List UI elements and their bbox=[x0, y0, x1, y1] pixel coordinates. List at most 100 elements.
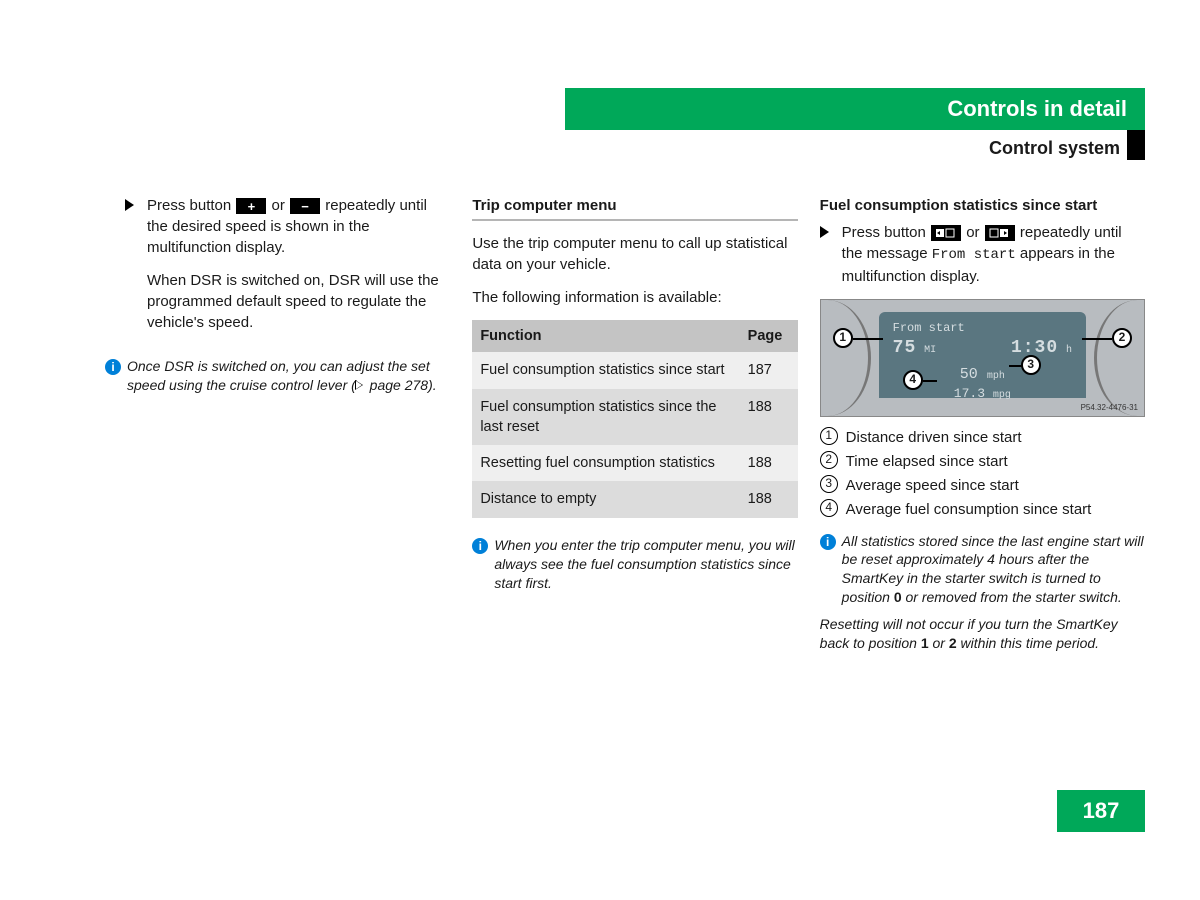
value: 50 bbox=[960, 366, 978, 383]
legend-item: 3 Average speed since start bbox=[820, 475, 1145, 496]
section-heading: Trip computer menu bbox=[472, 195, 797, 216]
table-header: Page bbox=[740, 320, 798, 352]
step-text: Press button + or − repeatedly until the… bbox=[147, 195, 450, 345]
table-row: Fuel consumption statistics since start1… bbox=[472, 352, 797, 388]
info-icon: i bbox=[105, 359, 121, 375]
step-bullet bbox=[125, 195, 147, 345]
content-columns: Press button + or − repeatedly until the… bbox=[125, 195, 1145, 667]
unit: MI bbox=[924, 345, 936, 356]
display-message: From start bbox=[932, 247, 1016, 263]
info-text: Resetting will not occur if you turn the… bbox=[820, 615, 1145, 653]
table-cell: Fuel consumption statistics since start bbox=[472, 352, 739, 388]
column-3: Fuel consumption statistics since start … bbox=[820, 195, 1145, 667]
paragraph: When DSR is switched on, DSR will use th… bbox=[147, 270, 450, 333]
callout-line bbox=[1082, 338, 1112, 340]
instruction-step: Press button + or − repeatedly until the… bbox=[125, 195, 450, 345]
callout-2: 2 bbox=[1112, 328, 1132, 348]
section-heading: Fuel consumption statistics since start bbox=[820, 195, 1145, 216]
gauge-arc-left bbox=[791, 300, 871, 416]
plus-button-icon: + bbox=[236, 198, 266, 214]
column-1: Press button + or − repeatedly until the… bbox=[125, 195, 450, 667]
heading-rule bbox=[472, 219, 797, 221]
info-text: Once DSR is switched on, you can adjust … bbox=[127, 357, 450, 395]
info-note: i When you enter the trip computer menu,… bbox=[472, 536, 797, 593]
column-2: Trip computer menu Use the trip computer… bbox=[472, 195, 797, 667]
unit: h bbox=[1066, 345, 1072, 356]
next-screen-icon bbox=[985, 225, 1015, 241]
value: 17.3 bbox=[954, 386, 985, 401]
info-note: i All statistics stored since the last e… bbox=[820, 532, 1145, 608]
callout-1: 1 bbox=[833, 328, 853, 348]
info-text: All statistics stored since the last eng… bbox=[842, 532, 1145, 608]
text-fragment: or bbox=[267, 197, 289, 214]
gauge-arc-right bbox=[1094, 300, 1174, 416]
info-text: When you enter the trip computer menu, y… bbox=[494, 536, 797, 593]
table-cell: 188 bbox=[740, 481, 798, 517]
display-label: From start bbox=[893, 320, 1072, 337]
figure-legend: 1 Distance driven since start 2 Time elaps… bbox=[820, 427, 1145, 520]
page-number-text: 187 bbox=[1083, 798, 1120, 824]
table-cell: 187 bbox=[740, 352, 798, 388]
legend-text: Time elapsed since start bbox=[846, 451, 1008, 472]
info-note-continued: Resetting will not occur if you turn the… bbox=[820, 615, 1145, 653]
callout-line bbox=[1009, 365, 1023, 367]
callout-3: 3 bbox=[1021, 355, 1041, 375]
legend-item: 2 Time elapsed since start bbox=[820, 451, 1145, 472]
legend-item: 1 Distance driven since start bbox=[820, 427, 1145, 448]
page-ref-icon bbox=[356, 380, 364, 390]
legend-number: 4 bbox=[820, 499, 838, 517]
image-reference: P54.32-4476-31 bbox=[1081, 402, 1138, 413]
chapter-header: Controls in detail bbox=[565, 88, 1145, 130]
multifunction-display-figure: From start 75 MI 1:30 h 50 mph 17.3 mpg … bbox=[820, 299, 1145, 417]
step-text: Press button or repeatedly until the mes… bbox=[842, 222, 1145, 287]
table-cell: 188 bbox=[740, 389, 798, 446]
table-cell: Resetting fuel consumption statistics bbox=[472, 445, 739, 481]
callout-4: 4 bbox=[903, 370, 923, 390]
page-number: 187 bbox=[1057, 790, 1145, 832]
section-title: Control system bbox=[989, 138, 1120, 159]
text-fragment: page 278). bbox=[366, 377, 437, 393]
legend-item: 4 Average fuel consumption since start bbox=[820, 499, 1145, 520]
legend-text: Distance driven since start bbox=[846, 427, 1022, 448]
legend-text: Average fuel consumption since start bbox=[846, 499, 1092, 520]
minus-button-icon: − bbox=[290, 198, 320, 214]
table-cell: Fuel consumption statistics since the la… bbox=[472, 389, 739, 446]
table-cell: Distance to empty bbox=[472, 481, 739, 517]
text-fragment: within this time period. bbox=[957, 635, 1099, 651]
text-fragment: or bbox=[962, 224, 984, 241]
table-row: Fuel consumption statistics since the la… bbox=[472, 389, 797, 446]
text-fragment: or removed from the starter switch. bbox=[902, 589, 1122, 605]
text-fragment: Press button bbox=[842, 224, 930, 241]
bold-text: 0 bbox=[894, 589, 902, 605]
legend-number: 1 bbox=[820, 427, 838, 445]
info-icon: i bbox=[472, 538, 488, 554]
chapter-title: Controls in detail bbox=[947, 96, 1127, 122]
display-time: 1:30 h bbox=[1011, 336, 1072, 361]
display-distance: 75 MI bbox=[893, 336, 936, 361]
step-bullet bbox=[820, 222, 842, 287]
prev-screen-icon bbox=[931, 225, 961, 241]
paragraph: Use the trip computer menu to call up st… bbox=[472, 233, 797, 275]
table-cell: 188 bbox=[740, 445, 798, 481]
text-fragment: Press button bbox=[147, 197, 235, 214]
unit: mph bbox=[987, 371, 1005, 382]
table-header: Function bbox=[472, 320, 739, 352]
legend-text: Average speed since start bbox=[846, 475, 1019, 496]
legend-number: 2 bbox=[820, 451, 838, 469]
info-icon: i bbox=[820, 534, 836, 550]
callout-line bbox=[923, 380, 937, 382]
table-header-row: Function Page bbox=[472, 320, 797, 352]
instruction-step: Press button or repeatedly until the mes… bbox=[820, 222, 1145, 287]
unit: mpg bbox=[993, 390, 1011, 401]
callout-line bbox=[853, 338, 883, 340]
page-edge-tab bbox=[1127, 130, 1145, 160]
table-row: Resetting fuel consumption statistics188 bbox=[472, 445, 797, 481]
table-row: Distance to empty188 bbox=[472, 481, 797, 517]
function-table: Function Page Fuel consumption statistic… bbox=[472, 320, 797, 518]
legend-number: 3 bbox=[820, 475, 838, 493]
bold-text: 1 bbox=[921, 635, 929, 651]
paragraph: The following information is available: bbox=[472, 287, 797, 308]
text-fragment: or bbox=[929, 635, 949, 651]
bold-text: 2 bbox=[949, 635, 957, 651]
value: 75 bbox=[893, 338, 917, 358]
